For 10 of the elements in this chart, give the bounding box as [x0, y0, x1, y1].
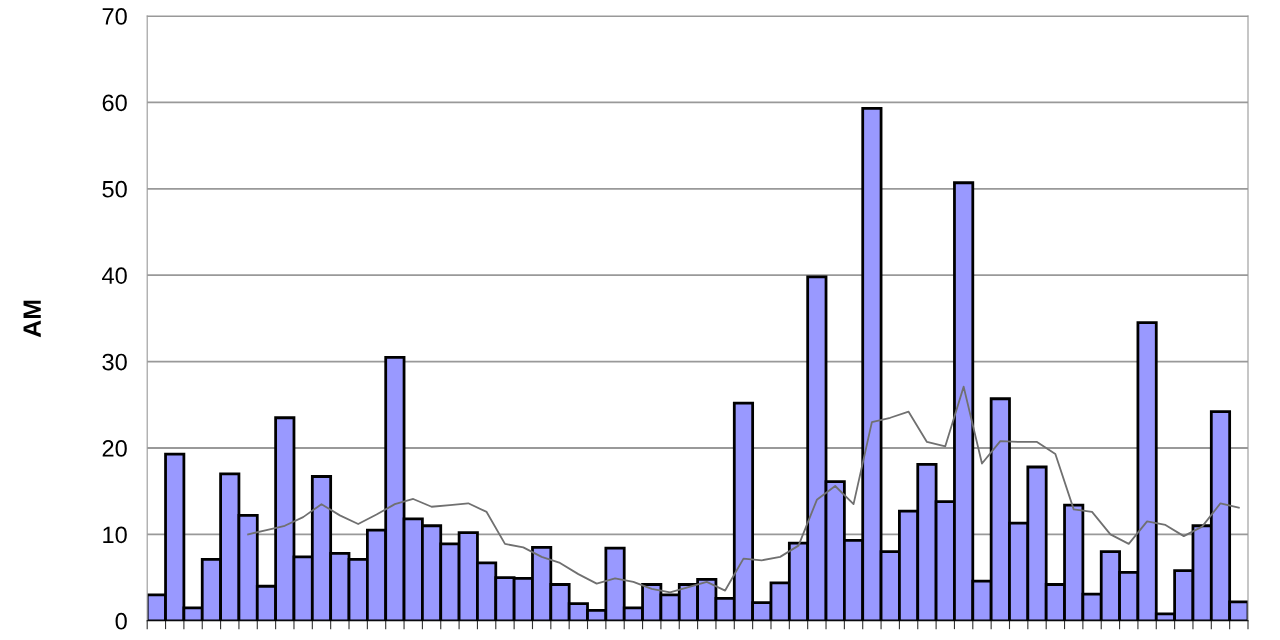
y-tick-label: 30	[102, 353, 127, 371]
y-tick-label: 0	[115, 612, 127, 630]
line-series	[247, 385, 1240, 594]
y-tick-label: 20	[102, 440, 127, 457]
y-tick-label: 60	[102, 94, 127, 112]
y-tick-label: 50	[102, 180, 127, 198]
y-axis-title: AM	[23, 300, 41, 338]
y-tick-label: 40	[102, 267, 127, 284]
y-tick-label: 70	[102, 8, 127, 25]
y-tick-label: 10	[103, 526, 127, 544]
